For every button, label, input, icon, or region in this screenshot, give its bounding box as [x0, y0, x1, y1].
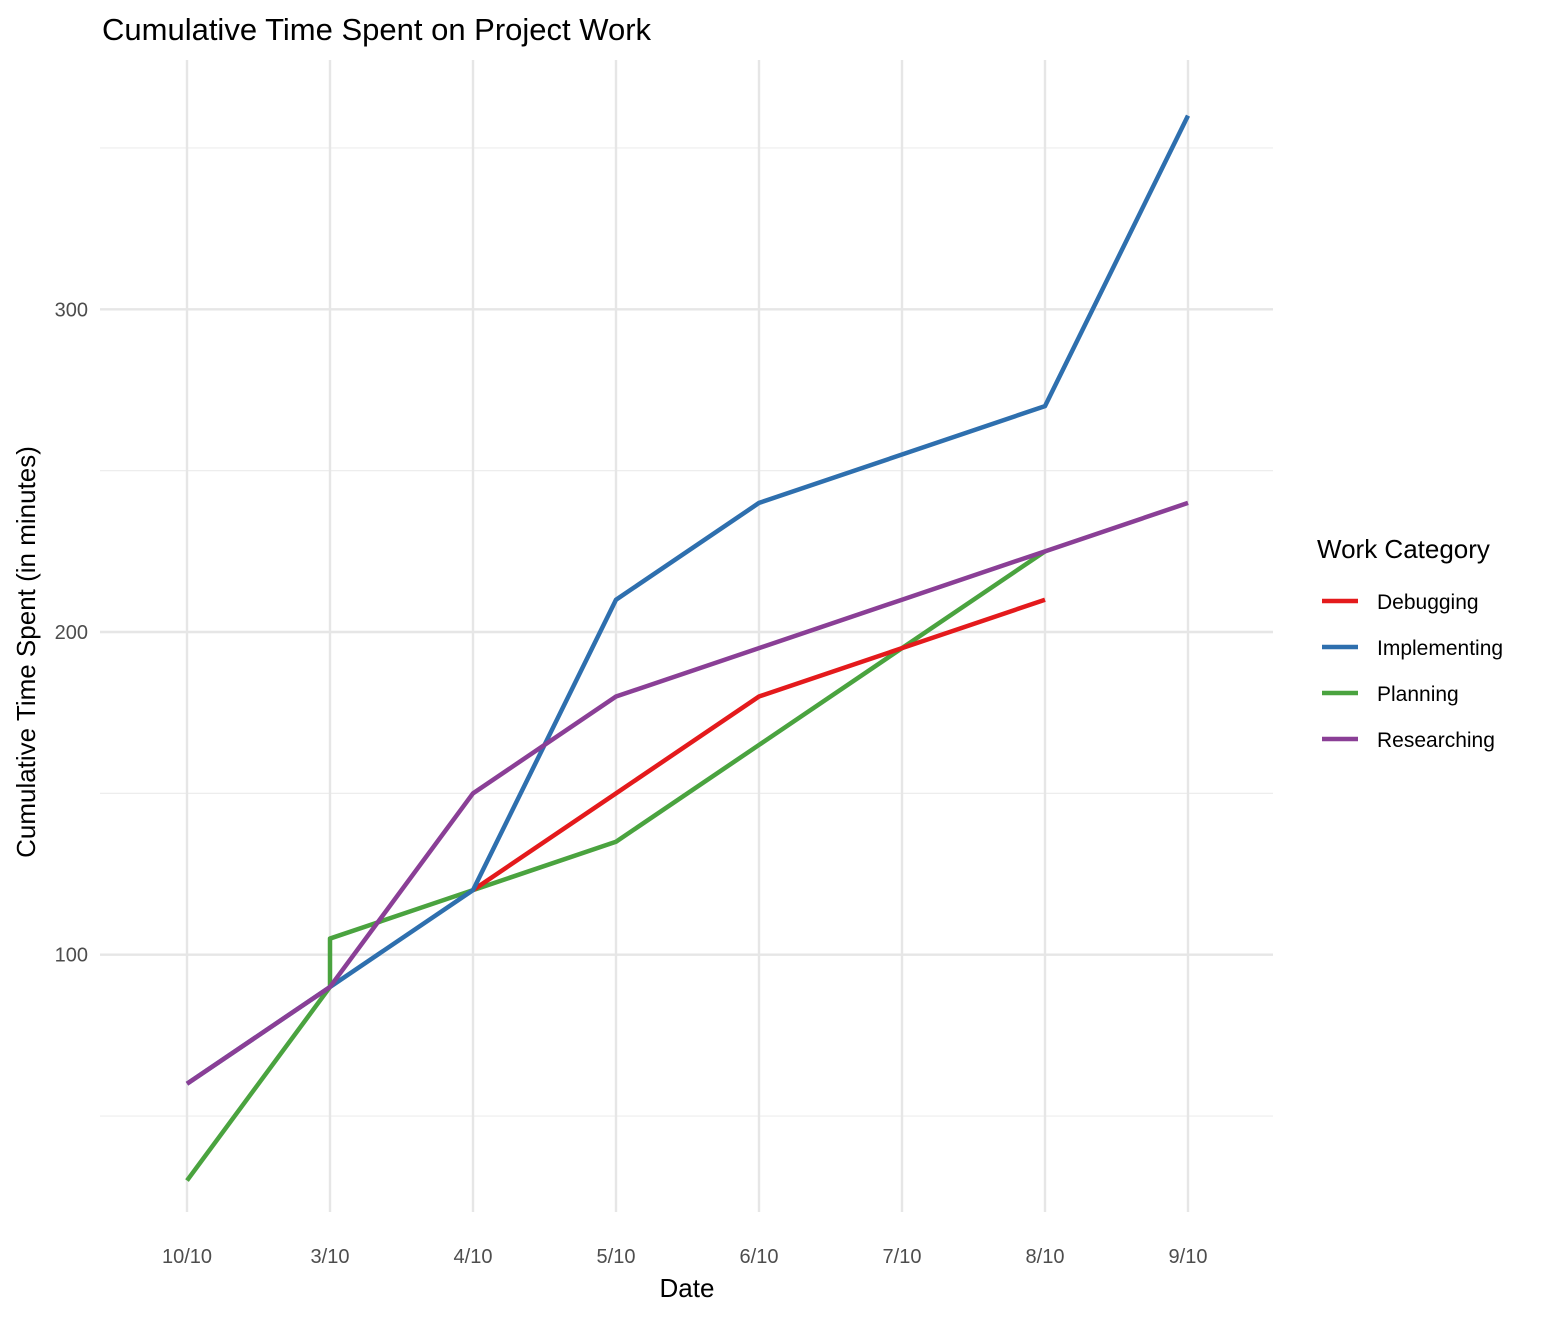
x-tick-labels: 10/10 3/10 4/10 5/10 6/10 7/10 8/10 9/10 — [162, 1246, 1208, 1268]
legend-title: Work Category — [1317, 534, 1490, 564]
y-axis-title: Cumulative Time Spent (in minutes) — [11, 446, 41, 858]
series-line-implementing — [185, 114, 1191, 1086]
x-tick-label: 3/10 — [311, 1246, 350, 1268]
x-tick-label: 4/10 — [454, 1246, 493, 1268]
x-axis-title: Date — [660, 1273, 715, 1303]
series-line-debugging — [471, 597, 1046, 893]
legend-items: Debugging Implementing Planning Researching — [1322, 591, 1503, 752]
x-tick-label: 5/10 — [597, 1246, 636, 1268]
legend-label-planning: Planning — [1377, 683, 1459, 706]
legend-label-researching: Researching — [1377, 729, 1495, 752]
y-tick-label: 100 — [55, 945, 88, 967]
series-layer — [185, 114, 1191, 1182]
x-tick-label: 6/10 — [740, 1246, 779, 1268]
grid-layer — [100, 60, 1273, 1212]
chart-title: Cumulative Time Spent on Project Work — [102, 12, 652, 47]
legend-label-implementing: Implementing — [1377, 637, 1503, 660]
legend-label-debugging: Debugging — [1377, 591, 1479, 614]
y-tick-label: 200 — [55, 622, 88, 644]
x-tick-label: 9/10 — [1169, 1246, 1208, 1268]
series-line-researching — [185, 500, 1189, 1086]
y-tick-labels: 100 200 300 — [55, 299, 88, 966]
legend: Work Category Debugging Implementing Plann… — [1317, 534, 1503, 752]
series-line-planning — [185, 549, 1047, 1182]
y-tick-label: 300 — [55, 299, 88, 321]
x-tick-label: 7/10 — [883, 1246, 922, 1268]
x-tick-label: 8/10 — [1026, 1246, 1065, 1268]
x-tick-label: 10/10 — [162, 1246, 212, 1268]
